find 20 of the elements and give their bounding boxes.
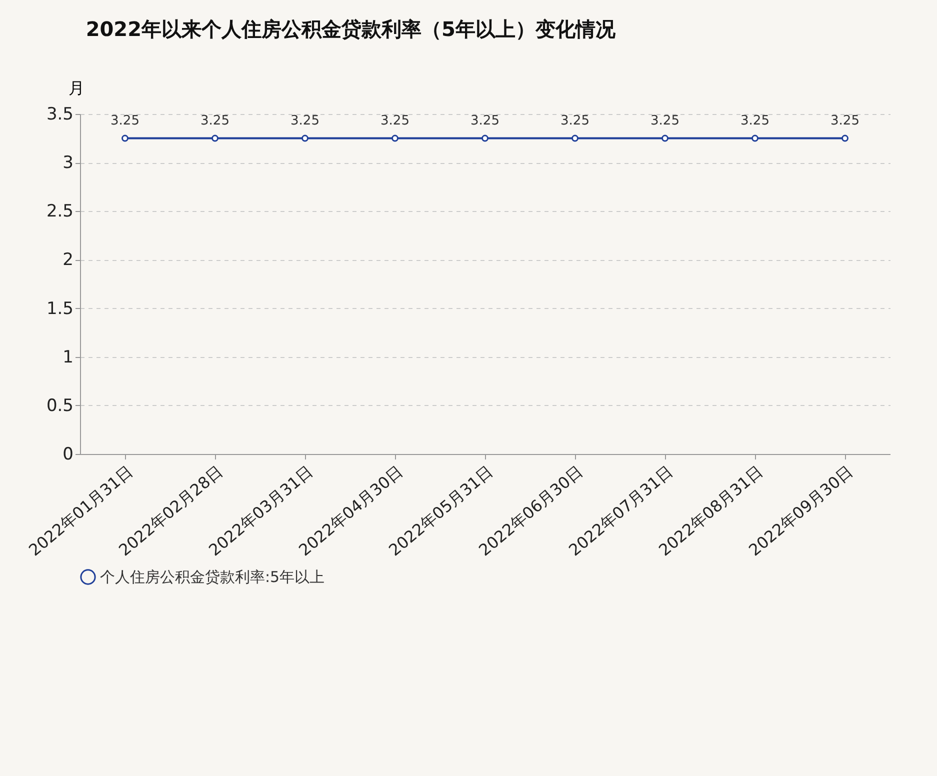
y-tick-label: 3	[62, 153, 74, 174]
data-label: 3.25	[380, 113, 410, 128]
data-label: 3.25	[830, 113, 860, 128]
data-label: 3.25	[200, 113, 230, 128]
data-label: 3.25	[560, 113, 590, 128]
y-tick-label: 2.5	[46, 202, 74, 222]
data-label: 3.25	[740, 113, 770, 128]
data-label: 3.25	[290, 113, 320, 128]
y-tick-label: 0	[62, 444, 74, 464]
data-label: 3.25	[470, 113, 500, 128]
data-label: 3.25	[650, 113, 680, 128]
y-tick-label: 3.5	[46, 104, 74, 124]
data-label: 3.25	[110, 113, 140, 128]
y-axis-title: 月	[68, 78, 84, 98]
legend-label: 个人住房公积金贷款利率:5年以上	[100, 568, 325, 586]
y-tick-label: 1.5	[46, 298, 74, 319]
chart-title: 2022年以来个人住房公积金贷款利率（5年以上）变化情况	[86, 17, 616, 41]
y-tick-label: 0.5	[46, 396, 74, 416]
y-tick-label: 1	[62, 347, 74, 368]
y-tick-label: 2	[62, 250, 74, 270]
